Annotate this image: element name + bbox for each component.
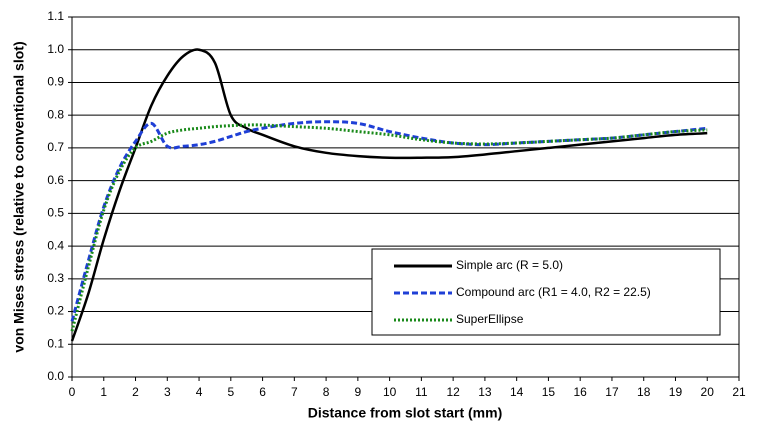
- x-tick-label: 1: [100, 385, 107, 399]
- y-tick-label: 0.6: [47, 173, 64, 187]
- legend-label: Compound arc (R1 = 4.0, R2 = 22.5): [456, 285, 651, 299]
- x-tick-label: 8: [323, 385, 330, 399]
- y-tick-label: 0.9: [47, 75, 64, 89]
- x-tick-label: 7: [291, 385, 298, 399]
- x-tick-label: 12: [446, 385, 460, 399]
- y-tick-label: 0.4: [47, 238, 64, 252]
- x-axis-title: Distance from slot start (mm): [308, 405, 502, 421]
- plot-border: [71, 16, 740, 378]
- x-tick-label: 14: [510, 385, 524, 399]
- y-axis-title: von Mises stress (relative to convention…: [11, 41, 27, 352]
- x-tick-label: 16: [574, 385, 588, 399]
- x-tick-label: 15: [542, 385, 556, 399]
- x-tick-label: 11: [415, 385, 428, 399]
- x-tick-label: 17: [605, 385, 619, 399]
- y-tick-label: 0.1: [47, 336, 64, 350]
- y-tick-label: 0.7: [47, 140, 64, 154]
- x-tick-label: 2: [132, 385, 139, 399]
- y-tick-label: 0.0: [47, 369, 64, 383]
- x-tick-label: 18: [637, 385, 651, 399]
- x-tick-label: 0: [69, 385, 76, 399]
- x-tick-label: 9: [355, 385, 362, 399]
- x-tick-label: 5: [227, 385, 234, 399]
- y-tick-label: 0.5: [47, 206, 64, 220]
- x-tick-label: 20: [701, 385, 715, 399]
- x-tick-label: 21: [732, 385, 746, 399]
- x-tick-label: 10: [383, 385, 397, 399]
- x-tick-label: 6: [259, 385, 266, 399]
- x-tick-label: 3: [164, 385, 171, 399]
- x-tick-label: 4: [196, 385, 203, 399]
- y-tick-label: 0.3: [47, 271, 64, 285]
- y-tick-label: 0.2: [47, 304, 64, 318]
- y-tick-label: 0.8: [47, 107, 64, 121]
- series-line: [70, 120, 708, 322]
- y-tick-label: 1.1: [47, 9, 64, 23]
- legend-label: Simple arc (R = 5.0): [456, 258, 563, 272]
- y-tick-label: 1.0: [47, 42, 64, 56]
- legend-label: SuperEllipse: [456, 312, 524, 326]
- x-tick-label: 13: [478, 385, 492, 399]
- x-tick-label: 19: [669, 385, 683, 399]
